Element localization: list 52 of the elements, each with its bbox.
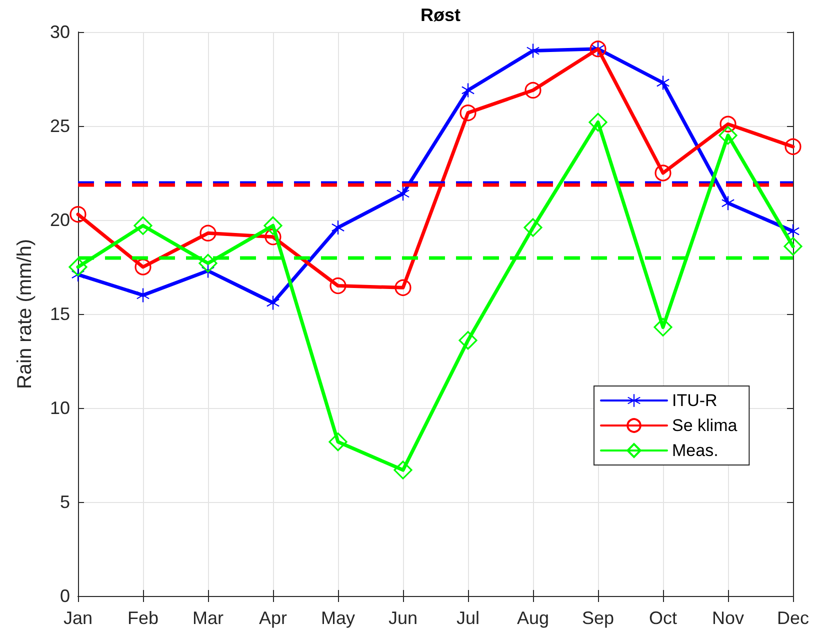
y-tick-label: 10 [50, 398, 70, 418]
legend-label: Meas. [672, 441, 718, 460]
x-tick-label: Nov [712, 608, 744, 628]
point [784, 138, 802, 155]
point [328, 432, 348, 452]
point [134, 258, 152, 276]
point [264, 228, 282, 246]
point [136, 288, 150, 302]
point [524, 82, 542, 99]
point [720, 116, 736, 132]
point [524, 218, 542, 237]
x-tick-label: Jun [388, 608, 418, 628]
point [722, 196, 734, 210]
x-tick-label: Jul [456, 608, 480, 628]
point [460, 104, 476, 122]
x-tick-label: Feb [127, 608, 159, 628]
x-tick-label: Aug [516, 608, 550, 628]
x-tick-label: Dec [776, 608, 810, 628]
y-tick-label: 25 [50, 116, 70, 136]
y-tick-label: 20 [50, 210, 70, 230]
x-tick-label: Oct [648, 608, 678, 628]
point [654, 164, 672, 182]
point [198, 254, 218, 273]
x-tick-label: Apr [258, 608, 288, 628]
x-tick-label: Sep [582, 608, 614, 628]
point [458, 331, 478, 350]
y-tick-label: 5 [60, 492, 70, 512]
point [784, 237, 802, 256]
chart-title: Røst [420, 5, 461, 25]
y-tick-label: 30 [50, 22, 70, 42]
point [462, 83, 474, 98]
point [68, 258, 88, 276]
point [264, 216, 282, 235]
point [394, 279, 412, 296]
point [656, 76, 670, 90]
point [134, 216, 152, 235]
y-tick-label: 0 [60, 586, 70, 606]
legend-label: Se klima [672, 416, 738, 435]
point [718, 126, 738, 145]
y-axis-title: Rain rate (mm/h) [14, 238, 36, 390]
point [654, 318, 672, 336]
point [330, 278, 346, 294]
x-tick-label: Jan [63, 608, 93, 628]
point [588, 112, 608, 132]
point [526, 44, 540, 58]
x-tick-label: Mar [192, 608, 224, 628]
point [200, 224, 216, 242]
point [394, 460, 412, 480]
y-tick-label: 15 [50, 304, 70, 324]
point [70, 206, 86, 223]
legend-label: ITU-R [672, 391, 718, 410]
x-tick-label: May [320, 608, 356, 628]
